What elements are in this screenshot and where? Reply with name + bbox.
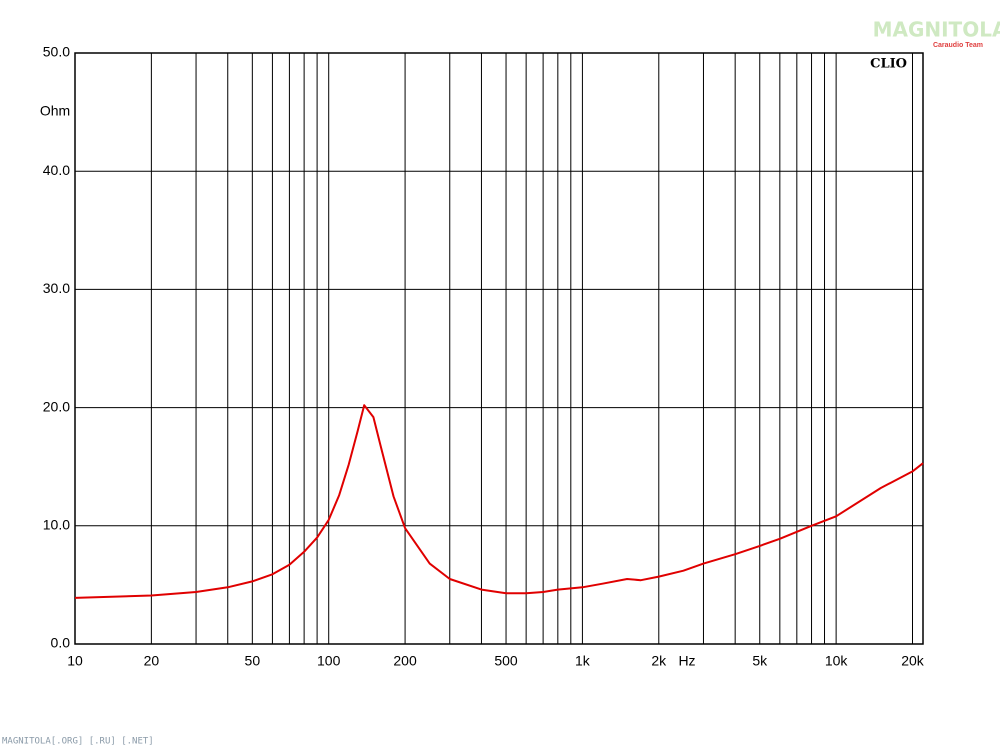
y-unit: Ohm [40, 103, 70, 119]
x-tick-label: 20k [901, 653, 925, 669]
x-tick-label: 5k [752, 653, 768, 669]
y-tick-label: 40.0 [43, 162, 70, 178]
x-tick-label: 50 [245, 653, 261, 669]
impedance-curve [74, 404, 924, 599]
y-tick-label: 10.0 [43, 517, 70, 533]
y-tick-label: 50.0 [43, 44, 70, 60]
plot-frame [74, 52, 924, 645]
x-tick-label: 10 [67, 653, 83, 669]
x-tick-label: 10k [825, 653, 849, 669]
x-tick-label: 100 [317, 653, 341, 669]
x-tick-label: 200 [393, 653, 417, 669]
x-tick-label: 2k [651, 653, 667, 669]
x-tick-label: 500 [494, 653, 518, 669]
logo-sub: Caraudio Team [933, 42, 983, 49]
y-tick-label: 0.0 [51, 635, 71, 651]
footer: MAGNITOLA[.ORG] [.RU] [.NET] [2, 737, 154, 747]
x-unit: Hz [678, 653, 695, 669]
y-tick-label: 20.0 [43, 398, 70, 414]
y-tick-label: 30.0 [43, 280, 70, 296]
brand: CLIO [870, 57, 907, 72]
logo: MAGNITOLA [873, 18, 1000, 42]
x-tick-label: 20 [144, 653, 160, 669]
x-tick-label: 1k [575, 653, 591, 669]
